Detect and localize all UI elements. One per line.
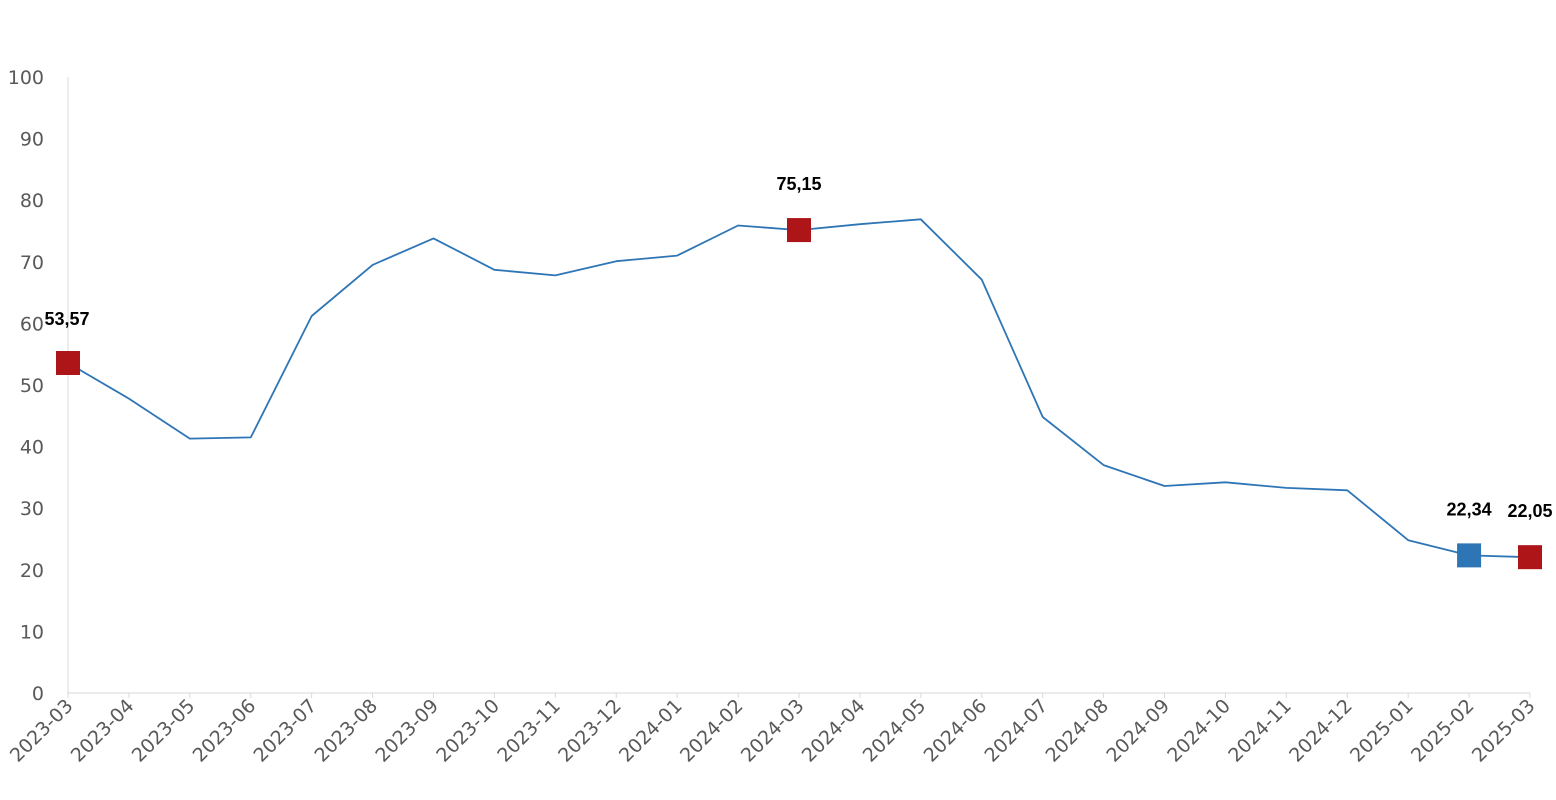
x-tick-label: 2023-03	[6, 695, 78, 767]
y-tick-label: 70	[20, 252, 44, 274]
x-tick-label: 2023-05	[128, 695, 200, 767]
x-tick-label: 2023-09	[371, 695, 443, 767]
y-tick-label: 20	[20, 560, 44, 582]
x-tick-label: 2023-08	[310, 695, 382, 767]
x-tick-label: 2024-01	[615, 695, 687, 767]
y-tick-label: 10	[20, 621, 44, 643]
series-line	[67, 218, 1531, 559]
y-tick-label: 100	[8, 67, 44, 89]
y-tick-label: 60	[20, 313, 44, 335]
x-tick-label: 2025-02	[1407, 695, 1479, 767]
x-axis: 2023-032023-042023-052023-062023-072023-…	[6, 692, 1540, 767]
highlight-marker	[1457, 543, 1482, 568]
y-tick-label: 90	[20, 129, 44, 151]
x-tick-label: 2023-07	[250, 695, 322, 767]
y-tick-label: 0	[32, 683, 44, 705]
markers-group	[56, 218, 1542, 570]
y-tick-label: 50	[20, 375, 44, 397]
x-tick-label: 2024-11	[1224, 695, 1296, 767]
highlight-marker	[1518, 545, 1542, 570]
data-label: 22,34	[1447, 499, 1492, 519]
data-label: 22,05	[1507, 501, 1552, 521]
x-tick-label: 2023-06	[189, 695, 261, 767]
x-tick-label: 2024-02	[676, 695, 748, 767]
x-tick-label: 2023-11	[493, 695, 565, 767]
x-tick-label: 2024-05	[859, 695, 931, 767]
x-tick-label: 2024-06	[920, 695, 992, 767]
x-tick-label: 2024-03	[737, 695, 809, 767]
y-tick-label: 40	[20, 437, 44, 459]
data-label: 53,57	[44, 309, 89, 329]
x-tick-label: 2024-07	[981, 695, 1053, 767]
y-tick-label: 30	[20, 498, 44, 520]
x-tick-label: 2023-10	[432, 695, 504, 767]
x-tick-label: 2024-12	[1285, 695, 1357, 767]
y-tick-label: 80	[20, 190, 44, 212]
highlight-marker	[787, 218, 811, 243]
x-tick-label: 2024-04	[798, 695, 870, 767]
y-axis: 0 10 20 30 40 50 60 70 80 90 100	[8, 67, 69, 705]
x-tick-label: 2024-08	[1041, 695, 1113, 767]
highlight-marker	[56, 351, 80, 376]
x-tick-label: 2025-03	[1468, 695, 1540, 767]
series-group	[67, 218, 1531, 559]
data-labels-group: 53,57 75,15 22,34 22,05	[44, 174, 1552, 521]
x-tick-label: 2024-09	[1102, 695, 1174, 767]
x-tick-label: 2024-10	[1163, 695, 1235, 767]
x-tick-label: 2023-12	[554, 695, 626, 767]
data-label: 75,15	[776, 174, 821, 194]
x-tick-label: 2025-01	[1346, 695, 1418, 767]
x-tick-label: 2023-04	[67, 695, 139, 767]
